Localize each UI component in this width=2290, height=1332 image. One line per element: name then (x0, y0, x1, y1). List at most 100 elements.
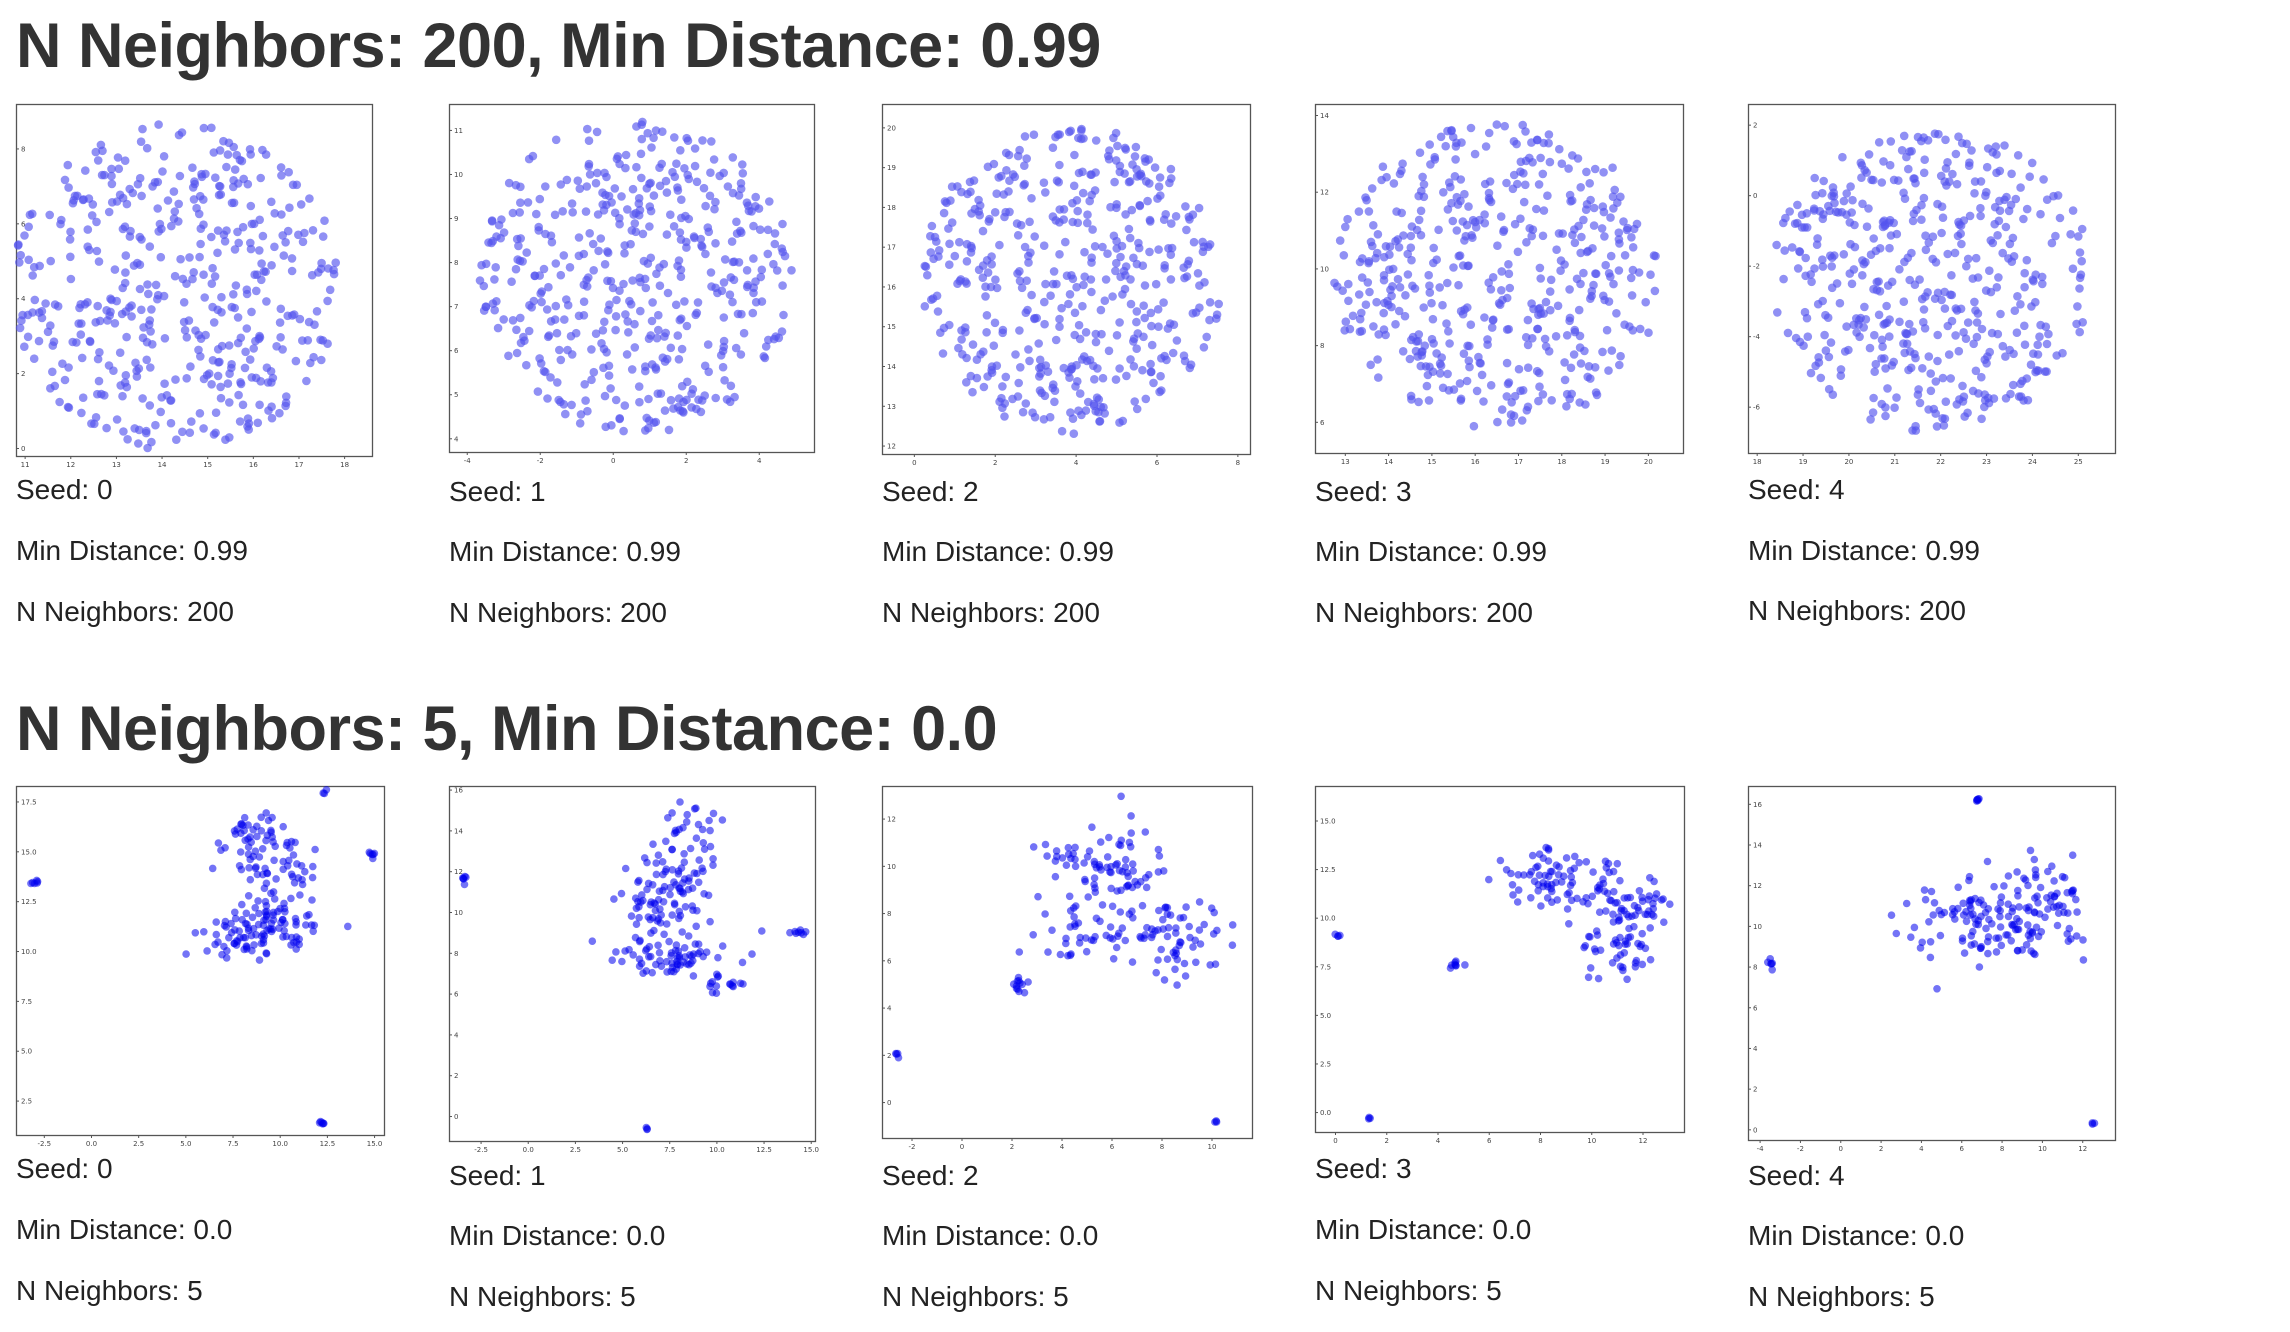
data-point (770, 229, 780, 238)
data-point (1606, 251, 1616, 261)
data-point (1466, 123, 1476, 133)
data-point (1534, 310, 1543, 320)
data-point (1461, 961, 1469, 969)
data-point (1416, 230, 1426, 240)
data-point (1013, 151, 1023, 161)
data-point (1601, 260, 1610, 270)
data-point (674, 355, 684, 364)
data-point (1920, 324, 1930, 333)
data-point (229, 142, 238, 152)
data-point (1464, 202, 1473, 211)
data-point (1781, 213, 1790, 223)
data-point (1166, 250, 1176, 259)
data-point (679, 879, 687, 887)
data-point (1419, 180, 1429, 189)
data-point (542, 305, 552, 314)
data-point (630, 319, 639, 329)
data-point (1483, 340, 1492, 349)
y-tick-label: 12 (887, 816, 896, 824)
data-point (1570, 238, 1580, 248)
data-point (777, 327, 787, 336)
x-tick-label: 19 (1799, 458, 1808, 466)
data-point (1029, 130, 1039, 139)
data-point (120, 156, 130, 165)
data-point (276, 333, 285, 342)
data-point (945, 260, 954, 269)
data-point (1145, 215, 1155, 225)
data-point (45, 210, 54, 220)
data-point (1917, 215, 1926, 224)
data-point (1445, 339, 1454, 348)
seed-label: Seed: 4 (1748, 1160, 1845, 1191)
data-point (1066, 408, 1075, 417)
data-point (1996, 309, 2005, 319)
data-point (1074, 133, 1083, 143)
data-point (982, 311, 992, 320)
y-tick-label: 12 (454, 868, 463, 876)
data-point (1034, 339, 1043, 348)
data-point (1167, 219, 1176, 228)
x-tick-label: 6 (1155, 459, 1160, 467)
data-point (680, 850, 688, 858)
data-point (1344, 279, 1353, 289)
data-point (1103, 249, 1112, 258)
data-point (1452, 961, 1460, 970)
x-tick-label: 5.0 (180, 1140, 191, 1148)
data-point (1171, 212, 1181, 221)
data-point (692, 922, 700, 931)
data-point (1506, 410, 1516, 419)
data-point (608, 956, 616, 964)
data-point (734, 258, 744, 267)
data-point (1832, 279, 1842, 288)
data-point (1119, 266, 1129, 276)
data-point (556, 180, 566, 189)
data-point (1487, 323, 1497, 332)
data-point (148, 340, 157, 349)
data-point (159, 152, 169, 161)
data-point (185, 253, 194, 262)
data-point (1917, 294, 1927, 304)
data-point (220, 237, 230, 246)
data-point (1024, 251, 1033, 261)
data-point (780, 251, 790, 261)
data-point (1147, 367, 1156, 377)
data-point (1078, 301, 1087, 311)
data-point (604, 305, 613, 315)
data-point (1848, 195, 1857, 205)
data-point (1956, 229, 1965, 238)
data-point (1110, 177, 1119, 187)
data-point (706, 917, 714, 926)
data-point (1354, 290, 1364, 299)
data-point (236, 333, 246, 343)
min-distance-label: Min Distance: 0.99 (16, 535, 248, 566)
x-tick-label: 24 (2028, 458, 2037, 466)
data-point (646, 331, 655, 340)
data-point (229, 182, 238, 192)
data-point (1958, 937, 1967, 945)
data-point (202, 370, 212, 380)
data-point (288, 180, 298, 190)
data-point (213, 371, 223, 381)
data-point (15, 258, 24, 267)
data-point (1874, 138, 1884, 147)
data-point (1660, 918, 1668, 926)
data-point (162, 391, 172, 400)
data-point (927, 221, 937, 231)
data-point (1160, 261, 1169, 270)
data-point (643, 885, 651, 894)
data-point (1937, 295, 1946, 305)
data-point (978, 226, 988, 236)
data-point (242, 909, 251, 918)
data-point (135, 284, 145, 294)
data-point (259, 936, 268, 944)
data-point (1911, 178, 1920, 188)
n-neighbors-label: N Neighbors: 5 (1748, 1281, 1935, 1312)
min-distance-label: Min Distance: 0.0 (16, 1214, 233, 1245)
data-point (158, 167, 167, 176)
data-point (1118, 290, 1127, 299)
data-point (997, 393, 1006, 403)
data-point (1881, 411, 1890, 421)
data-point (1926, 938, 1935, 946)
data-point (1892, 929, 1901, 938)
data-point (947, 218, 957, 227)
